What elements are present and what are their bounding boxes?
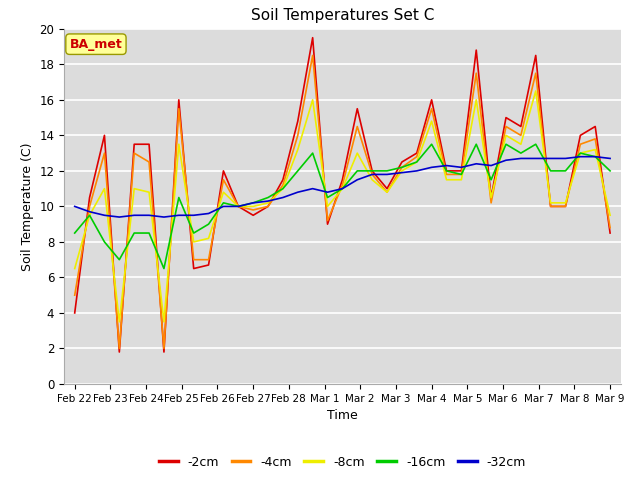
Legend: -2cm, -4cm, -8cm, -16cm, -32cm: -2cm, -4cm, -8cm, -16cm, -32cm xyxy=(154,451,531,474)
Y-axis label: Soil Temperature (C): Soil Temperature (C) xyxy=(20,142,34,271)
Title: Soil Temperatures Set C: Soil Temperatures Set C xyxy=(251,9,434,24)
Text: BA_met: BA_met xyxy=(70,37,122,51)
X-axis label: Time: Time xyxy=(327,409,358,422)
